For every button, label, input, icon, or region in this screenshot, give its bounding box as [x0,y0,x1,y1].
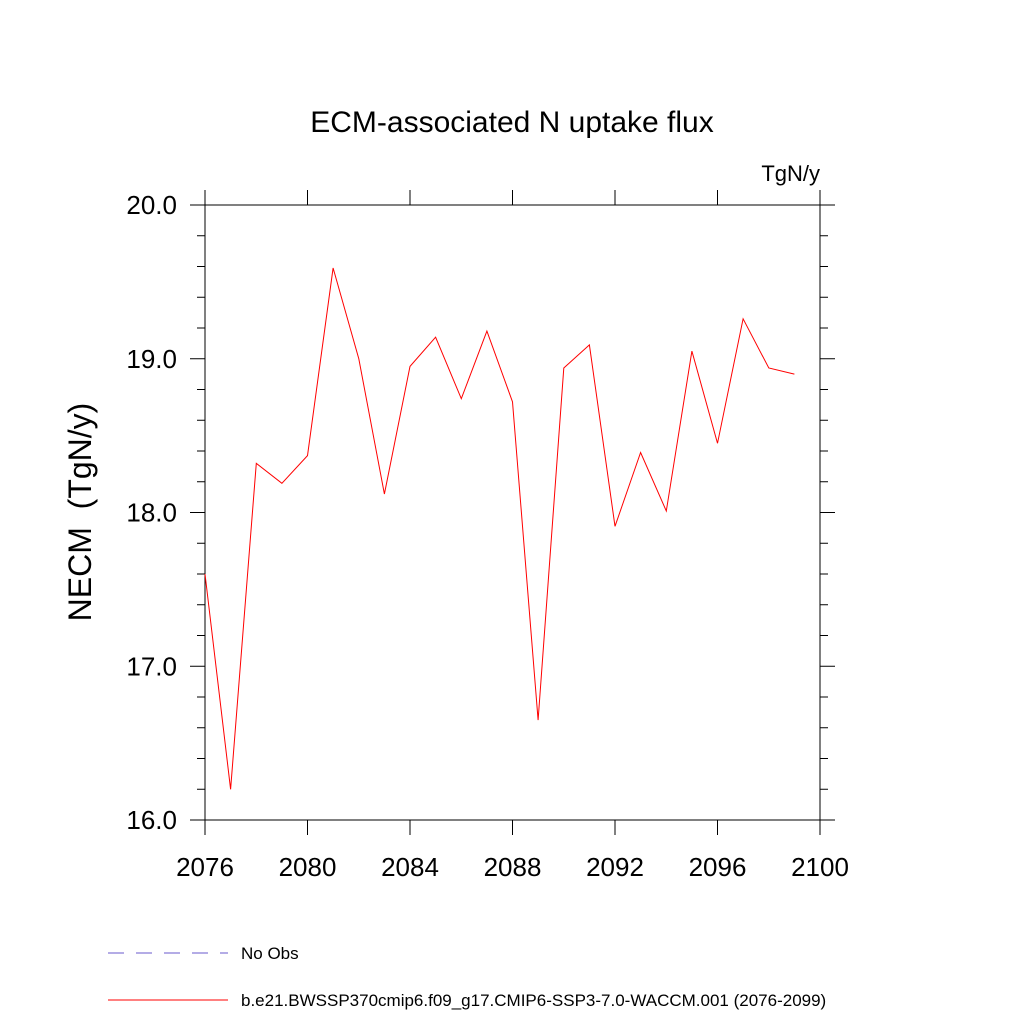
chart-title: ECM-associated N uptake flux [310,106,714,139]
series-point [256,463,257,464]
series-point [461,398,462,399]
series-point [768,367,769,368]
plot-frame [204,204,821,821]
legend-label-no-obs: No Obs [241,944,299,963]
series-point [512,401,513,402]
series-point [640,452,641,453]
series-point [666,510,667,511]
y-axis-label: NECM (TgN/y) [62,403,98,622]
y-tick-label: 18.0 [126,498,177,528]
legend-label-model: b.e21.BWSSP370cmip6.f09_g17.CMIP6-SSP3-7… [241,991,826,1010]
series-point [281,483,282,484]
x-tick-label: 2084 [381,852,439,882]
series-point [230,789,231,790]
series-point [384,494,385,495]
series-point [538,720,539,721]
series-line [204,267,795,790]
series-point [717,443,718,444]
series-point [486,331,487,332]
series-point [333,268,334,269]
series-point [563,367,564,368]
legend: No Obs b.e21.BWSSP370cmip6.f09_g17.CMIP6… [108,944,826,1010]
x-tick-label: 2088 [484,852,542,882]
x-tick-label: 2080 [279,852,337,882]
x-tick-label: 2076 [176,852,234,882]
series-point [410,366,411,367]
series-point [358,358,359,359]
series-point [794,374,795,375]
x-tick-label: 2092 [586,852,644,882]
series-point [307,455,308,456]
y-tick-label: 19.0 [126,344,177,374]
y-tick-label: 17.0 [126,651,177,681]
x-tick-label: 2100 [791,852,849,882]
plot-area: 2076 2080 2084 2088 2092 2096 2100 16.0 17.0 18.0… [126,190,849,882]
y-tick-label: 20.0 [126,190,177,220]
units-label: TgN/y [761,161,820,186]
series-point [743,318,744,319]
series-point [435,337,436,338]
series-point [691,351,692,352]
y-tick-label: 16.0 [126,805,177,835]
series-point [589,344,590,345]
x-tick-label: 2096 [689,852,747,882]
series-point [615,526,616,527]
series-point [205,574,206,575]
